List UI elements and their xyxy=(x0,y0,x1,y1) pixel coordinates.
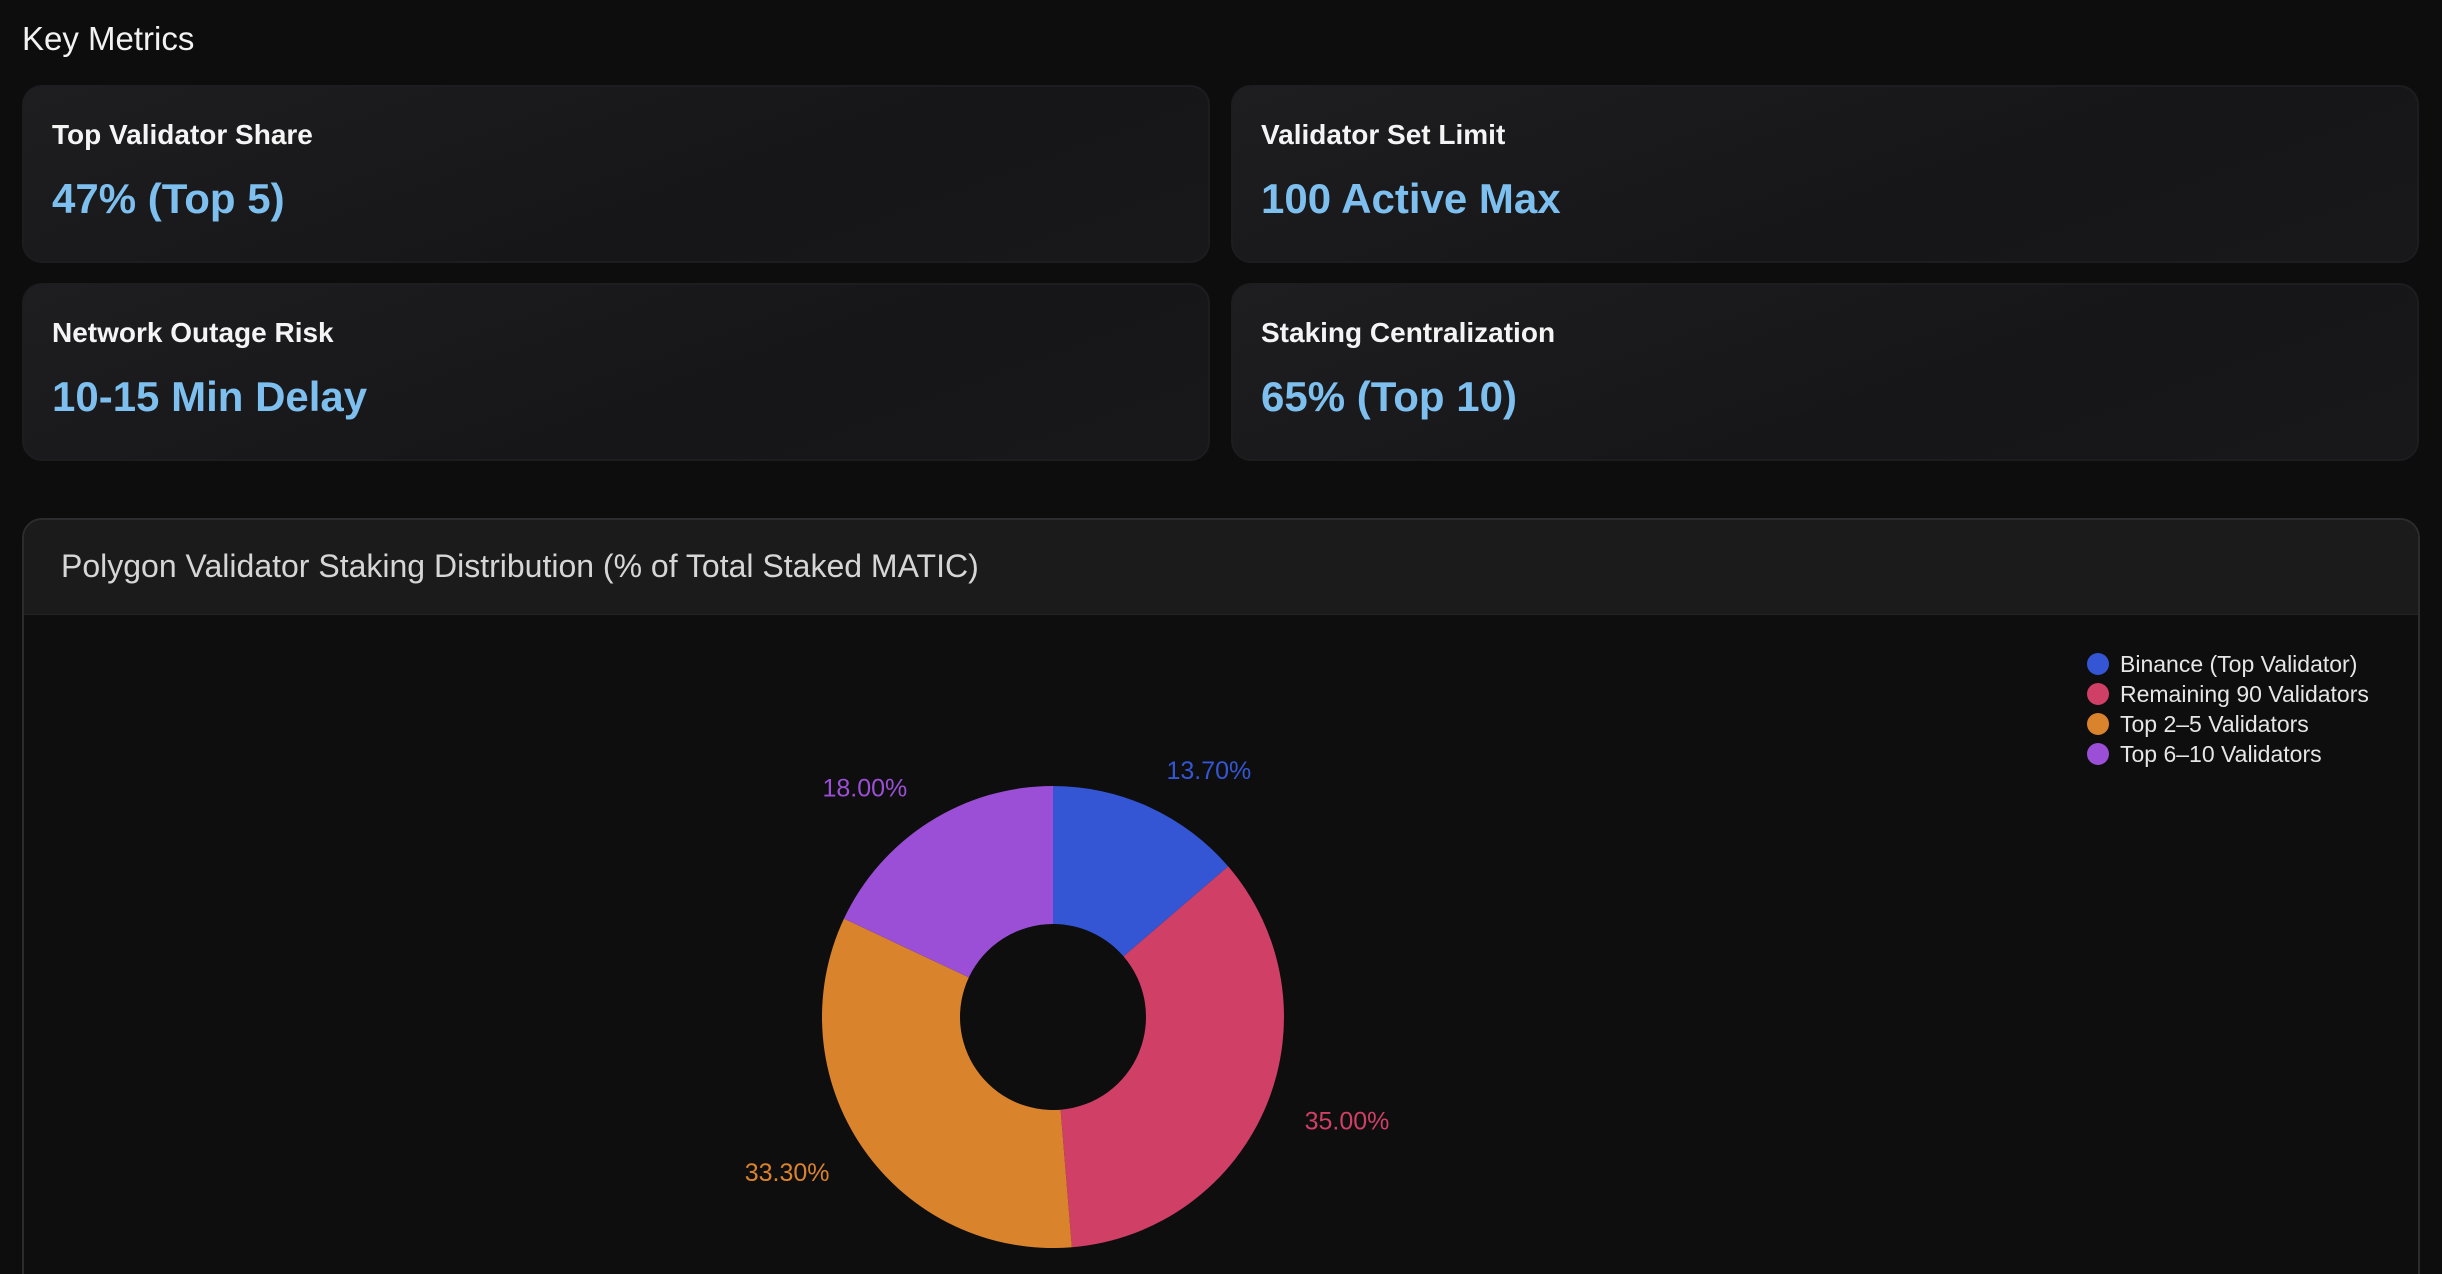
legend-swatch[interactable] xyxy=(2087,743,2109,765)
legend-swatch[interactable] xyxy=(2087,713,2109,735)
legend-label[interactable]: Binance (Top Validator) xyxy=(2120,651,2357,677)
legend-swatch[interactable] xyxy=(2087,653,2109,675)
donut-slice[interactable] xyxy=(1060,866,1285,1248)
slice-data-label: 33.30% xyxy=(745,1159,830,1187)
metric-value: 100 Active Max xyxy=(1261,175,1561,222)
section-title: Key Metrics xyxy=(22,20,195,57)
chart-panel: Polygon Validator Staking Distribution (… xyxy=(22,518,2420,1274)
slice-data-label: 35.00% xyxy=(1305,1107,1390,1135)
metric-card-staking-centralization: Staking Centralization 65% (Top 10) xyxy=(1231,283,2419,461)
legend-label[interactable]: Top 6–10 Validators xyxy=(2120,741,2322,767)
metric-label: Staking Centralization xyxy=(1261,317,1556,348)
chart-header: Polygon Validator Staking Distribution (… xyxy=(24,520,2418,615)
metric-card-network-outage-risk: Network Outage Risk 10-15 Min Delay xyxy=(22,283,1210,461)
slice-data-label: 13.70% xyxy=(1166,757,1251,785)
legend-label[interactable]: Remaining 90 Validators xyxy=(2120,681,2369,707)
slice-data-label: 18.00% xyxy=(822,774,907,802)
metric-label: Network Outage Risk xyxy=(52,317,334,348)
metric-card-top-validator-share: Top Validator Share 47% (Top 5) xyxy=(22,85,1210,263)
legend-label[interactable]: Top 2–5 Validators xyxy=(2120,711,2309,737)
metric-label: Validator Set Limit xyxy=(1261,119,1506,150)
metric-value: 65% (Top 10) xyxy=(1261,373,1517,420)
donut-slice[interactable] xyxy=(821,918,1072,1248)
donut-slice[interactable] xyxy=(843,786,1053,978)
donut-chart: 13.70% 35.00% 33.30% 18.00% Binance (Top Val… xyxy=(745,651,2369,1248)
metric-card-validator-set-limit: Validator Set Limit 100 Active Max xyxy=(1231,85,2419,263)
donut-slice[interactable] xyxy=(1053,786,1229,957)
metric-value: 10-15 Min Delay xyxy=(52,373,368,420)
chart-title: Polygon Validator Staking Distribution (… xyxy=(61,548,979,584)
legend-swatch[interactable] xyxy=(2087,683,2109,705)
metric-value: 47% (Top 5) xyxy=(52,175,285,222)
metric-label: Top Validator Share xyxy=(52,119,313,150)
